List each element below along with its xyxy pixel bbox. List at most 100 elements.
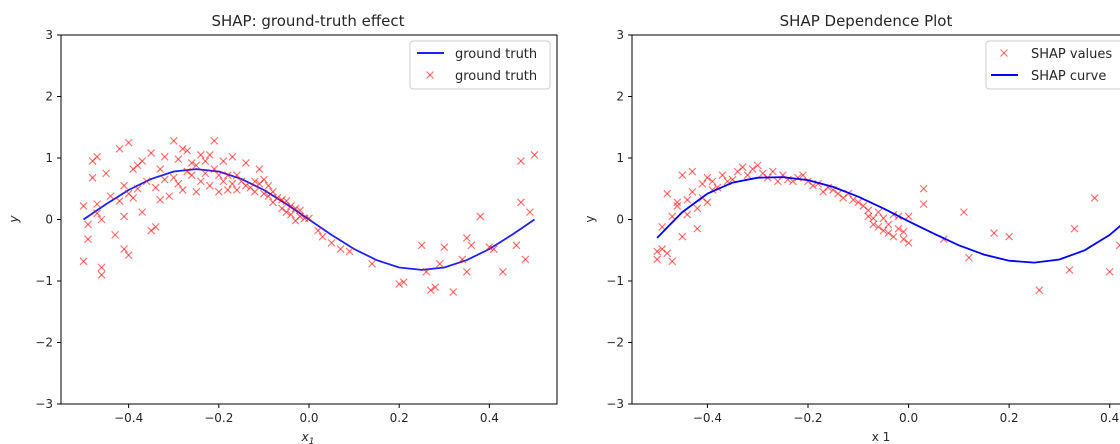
left-chart-data-point <box>223 186 232 194</box>
left-chart-data-point <box>426 286 435 295</box>
left-chart-data-point <box>88 173 97 182</box>
right-chart-y-tick-label: −1 <box>606 274 624 288</box>
right-chart-legend-marker-swatch <box>1000 49 1008 57</box>
right-chart-data-point <box>668 257 677 266</box>
right-chart: SHAP Dependence Plot −3 −2 −1 0 1 2 3 −0.4 −0.2… <box>583 12 1120 444</box>
right-chart-data-point <box>693 224 702 233</box>
left-chart-y-tick-label: 2 <box>45 90 53 104</box>
left-chart-data-point <box>526 208 534 217</box>
right-chart-data-point <box>683 210 692 219</box>
left-chart-data-point <box>517 157 525 165</box>
left-chart-y-tick-label: −2 <box>35 336 53 350</box>
right-chart-data-point <box>899 227 908 236</box>
left-chart: SHAP: ground-truth effect −3 −2 −1 0 1 2 3 −0.… <box>7 12 558 444</box>
left-chart-data-point <box>160 175 169 184</box>
left-chart-data-point <box>462 267 471 276</box>
left-chart-data-point <box>151 222 160 231</box>
left-chart-data-point <box>183 146 192 155</box>
left-chart-data-point <box>278 195 286 204</box>
right-chart-data-point <box>990 229 998 237</box>
left-chart-data-point <box>476 212 485 221</box>
left-chart-data-point <box>102 169 111 178</box>
left-chart-data-point <box>192 161 201 170</box>
left-chart-data-point <box>111 230 120 239</box>
right-chart-y-tick-label: −2 <box>606 336 624 350</box>
right-chart-data-point <box>904 212 913 221</box>
right-chart-y-ticks: −3 −2 −1 0 1 2 3 <box>606 28 632 411</box>
left-chart-data-point <box>124 138 133 147</box>
right-chart-x-tick-label: 0.0 <box>899 411 918 425</box>
right-chart-x-axis-label: x 1 <box>872 430 891 444</box>
left-chart-data-point <box>138 208 147 217</box>
right-chart-legend-box <box>985 40 1120 90</box>
left-chart-data-point <box>228 179 237 188</box>
left-chart-data-point <box>296 206 304 215</box>
left-chart-data-point <box>214 187 223 196</box>
right-chart-x-tick-label: 0.2 <box>1000 411 1019 425</box>
left-chart-x-tick-label: 0.2 <box>390 411 409 425</box>
left-chart-data-point <box>250 187 259 196</box>
left-chart-data-point <box>84 220 92 229</box>
left-chart-legend-box <box>409 40 551 90</box>
left-chart-y-ticks: −3 −2 −1 0 1 2 3 <box>35 28 61 411</box>
left-chart-data-point <box>269 187 277 196</box>
right-chart-x-tick-label: 0.4 <box>1100 411 1119 425</box>
left-chart-data-point <box>241 181 250 190</box>
left-chart-data-point <box>169 136 178 145</box>
left-chart-data-point <box>97 270 106 279</box>
left-chart-legend-label-1: ground truth <box>455 69 537 84</box>
right-chart-data-point <box>864 212 873 221</box>
left-chart-data-point <box>287 210 295 219</box>
left-chart-data-point <box>138 157 147 165</box>
right-chart-data-point <box>869 220 878 229</box>
right-chart-data-point <box>698 179 707 188</box>
right-chart-x-ticks: −0.4 −0.2 0.0 0.2 0.4 <box>693 404 1119 425</box>
left-chart-data-point <box>160 152 169 161</box>
left-chart-y-axis-label: y <box>7 215 21 224</box>
right-chart-data-point <box>919 200 928 209</box>
left-chart-data-point <box>151 183 160 192</box>
left-chart-data-point <box>120 181 129 190</box>
left-chart-x-ticks: −0.4 −0.2 0.0 0.2 0.4 <box>114 404 499 425</box>
right-chart-data-point <box>708 177 717 186</box>
left-chart-data-point <box>120 212 129 221</box>
left-chart-data-point <box>97 215 106 224</box>
left-chart-curve-line <box>82 168 536 271</box>
left-chart-data-point <box>250 177 259 186</box>
left-chart-data-point <box>106 192 115 201</box>
left-chart-data-point <box>187 171 196 180</box>
left-chart-data-point <box>449 288 458 296</box>
left-chart-data-point <box>147 149 156 158</box>
right-chart-series <box>653 161 1120 295</box>
left-chart-data-point <box>345 247 354 256</box>
left-chart-legend-marker-swatch <box>426 71 434 79</box>
left-chart-data-point <box>192 187 201 196</box>
right-chart-data-point <box>899 235 908 244</box>
left-chart-data-point <box>142 177 151 186</box>
left-chart-data-point <box>287 202 295 210</box>
left-chart-data-point <box>517 198 525 207</box>
left-chart-data-point <box>201 157 210 165</box>
right-chart-data-point <box>1005 232 1014 241</box>
left-chart-data-point <box>318 232 327 241</box>
right-chart-legend: SHAP values SHAP curve <box>985 40 1120 90</box>
left-chart-data-point <box>458 255 467 264</box>
left-chart-data-point <box>219 157 228 165</box>
left-chart-data-point <box>196 177 205 186</box>
left-chart-data-point <box>440 243 449 252</box>
left-chart-x-axis-label: x1 <box>301 430 315 444</box>
left-chart-y-tick-label: 0 <box>45 213 53 227</box>
left-chart-data-point <box>305 214 313 223</box>
right-chart-data-point <box>919 184 928 193</box>
right-chart-data-point <box>693 204 702 213</box>
left-chart-x-axis-label-main: x <box>301 430 310 444</box>
left-chart-x-tick-label: −0.4 <box>114 411 143 425</box>
left-chart-data-point <box>489 245 498 253</box>
left-chart-data-point <box>219 177 228 186</box>
right-chart-data-point <box>718 171 727 180</box>
right-chart-y-tick-label: 3 <box>616 28 624 42</box>
left-chart-data-point <box>395 280 404 288</box>
right-chart-data-point <box>688 187 697 196</box>
right-chart-data-point <box>869 214 878 223</box>
